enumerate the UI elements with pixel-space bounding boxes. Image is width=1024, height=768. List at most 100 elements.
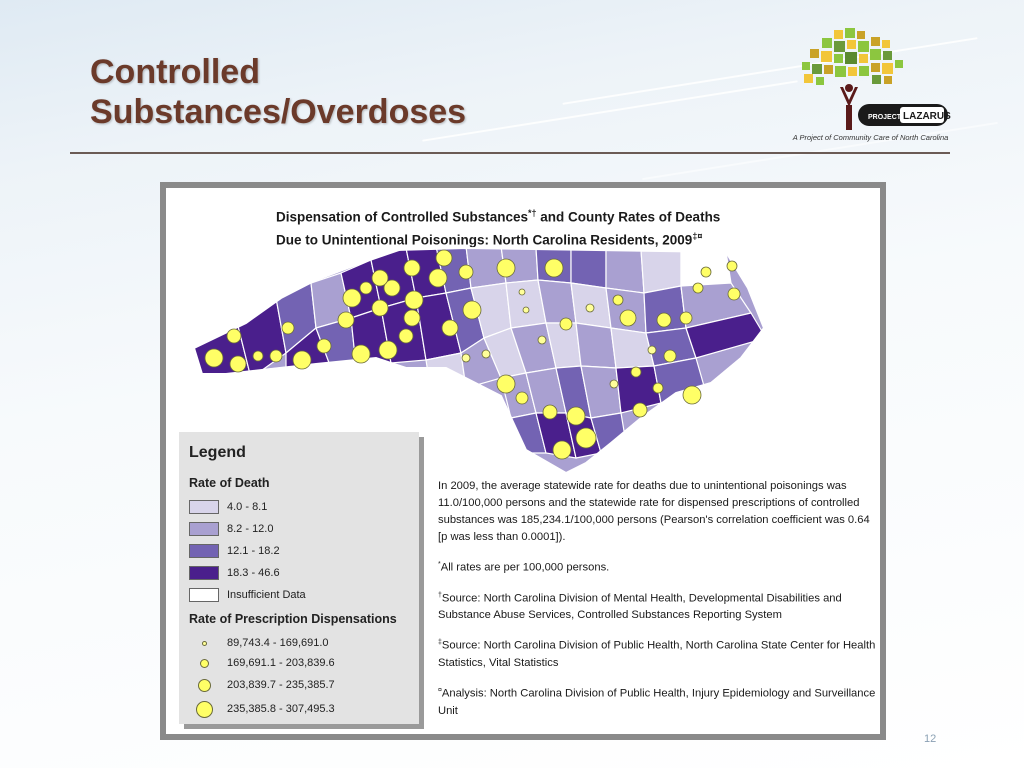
- note-source2: ‡Source: North Carolina Division of Publ…: [438, 634, 878, 672]
- nc-state-border: [192, 246, 766, 475]
- map-dot: [537, 335, 547, 345]
- county: [425, 352, 467, 394]
- legend-dot-row: 169,691.1 - 203,839.6: [189, 654, 335, 672]
- map-dot: [542, 404, 558, 420]
- map-dot: [337, 311, 355, 329]
- legend-label: 8.2 - 12.0: [227, 523, 274, 535]
- map-dot: [575, 427, 597, 449]
- map-dot: [359, 281, 373, 295]
- note-mark: ¤: [438, 687, 442, 695]
- legend-rate-of-death-title: Rate of Death: [189, 476, 270, 490]
- map-dot: [461, 353, 471, 363]
- map-dot: [398, 328, 414, 344]
- map-dot: [281, 321, 295, 335]
- note-rates: *All rates are per 100,000 persons.: [438, 556, 878, 577]
- note-text: All rates are per 100,000 persons.: [440, 561, 610, 574]
- legend-dot-row: 203,839.7 - 235,385.7: [189, 676, 335, 694]
- map-dot: [269, 349, 283, 363]
- map-dot: [566, 406, 586, 426]
- legend-title: Legend: [189, 444, 246, 461]
- map-dot: [726, 260, 738, 272]
- legend-swatch: [189, 566, 219, 580]
- map-dot: [609, 379, 619, 389]
- map-dot: [552, 440, 572, 460]
- map-dot: [441, 319, 459, 337]
- county: [605, 249, 645, 294]
- map-dot: [428, 268, 448, 288]
- note-text: Source: North Carolina Division of Menta…: [438, 592, 842, 622]
- legend-prescription-title: Rate of Prescription Dispensations: [189, 612, 397, 626]
- title-divider: [70, 152, 950, 154]
- map-dot: [727, 287, 741, 301]
- map-dot: [679, 311, 693, 325]
- map-dot: [371, 299, 389, 317]
- county: [685, 312, 764, 359]
- legend-dot-row: 89,743.4 - 169,691.0: [189, 634, 329, 652]
- legend-label: 203,839.7 - 235,385.7: [227, 679, 335, 691]
- legend-dot: [197, 678, 211, 692]
- map-dot: [496, 374, 516, 394]
- figure-title-part: and County Rates of Deaths: [536, 209, 721, 225]
- note-mark: †: [438, 591, 442, 599]
- project-lazarus-logo: PROJECT LAZARUS: [802, 28, 951, 130]
- figure-notes: In 2009, the average statewide rate for …: [438, 478, 878, 730]
- map-dot: [481, 349, 491, 359]
- map-dot: [612, 294, 624, 306]
- figure-title-sup: *†: [528, 208, 537, 218]
- legend-label: 18.3 - 46.6: [227, 567, 280, 579]
- map-legend: Legend Rate of Death 4.0 - 8.1 8.2 - 12.…: [179, 432, 419, 724]
- legend-death-row: Insufficient Data: [189, 586, 306, 604]
- note-analysis: ¤Analysis: North Carolina Division of Pu…: [438, 682, 878, 720]
- legend-dot: [201, 640, 207, 646]
- legend-death-row: 4.0 - 8.1: [189, 498, 267, 516]
- county: [575, 322, 617, 369]
- county: [570, 248, 607, 289]
- map-dot: [435, 249, 453, 267]
- legend-swatch: [189, 522, 219, 536]
- logo-name: LAZARUS: [903, 111, 951, 122]
- map-dot: [515, 391, 529, 405]
- legend-dot-row: 235,385.8 - 307,495.3: [189, 700, 335, 718]
- county-dispensation-dots: [204, 249, 741, 460]
- map-dot: [204, 348, 224, 368]
- map-dot: [342, 288, 362, 308]
- map-dot: [619, 309, 637, 327]
- map-dot: [378, 340, 398, 360]
- note-text: Analysis: North Carolina Division of Pub…: [438, 687, 876, 717]
- legend-label: 235,385.8 - 307,495.3: [227, 703, 335, 715]
- figure-frame: Dispensation of Controlled Substances*† …: [160, 182, 886, 740]
- map-dot: [371, 269, 389, 287]
- map-dot: [544, 258, 564, 278]
- map-dot: [403, 259, 421, 277]
- legend-label: 4.0 - 8.1: [227, 501, 268, 513]
- legend-swatch: [189, 588, 219, 602]
- map-dot: [682, 385, 702, 405]
- map-dot: [462, 300, 482, 320]
- map-dot: [522, 306, 530, 314]
- legend-label: 169,691.1 - 203,839.6: [227, 657, 335, 669]
- map-dot: [383, 279, 401, 297]
- legend-dot: [199, 658, 209, 668]
- map-dot: [652, 382, 664, 394]
- figure-title-part: Dispensation of Controlled Substances: [276, 209, 529, 225]
- map-dot: [316, 338, 332, 354]
- note-mark: ‡: [438, 639, 442, 647]
- figure-title-part: Due to Unintentional Poisonings: North C…: [276, 232, 693, 247]
- map-dot: [403, 309, 421, 327]
- tree-canopy-icon: [802, 28, 903, 85]
- map-dot: [559, 317, 573, 331]
- map-dot: [496, 258, 516, 278]
- legend-label: 89,743.4 - 169,691.0: [227, 637, 329, 649]
- nc-county-map: [192, 246, 766, 475]
- map-dot: [458, 264, 474, 280]
- map-dot: [656, 312, 672, 328]
- map-dot: [229, 355, 247, 373]
- map-dot: [518, 288, 526, 296]
- map-dot: [663, 349, 677, 363]
- map-dot: [292, 350, 312, 370]
- map-dot: [632, 402, 648, 418]
- map-dot: [252, 350, 264, 362]
- map-dot: [630, 366, 642, 378]
- logo-tagline: A Project of Community Care of North Car…: [792, 133, 949, 142]
- figure-panel: Dispensation of Controlled Substances*† …: [166, 188, 880, 734]
